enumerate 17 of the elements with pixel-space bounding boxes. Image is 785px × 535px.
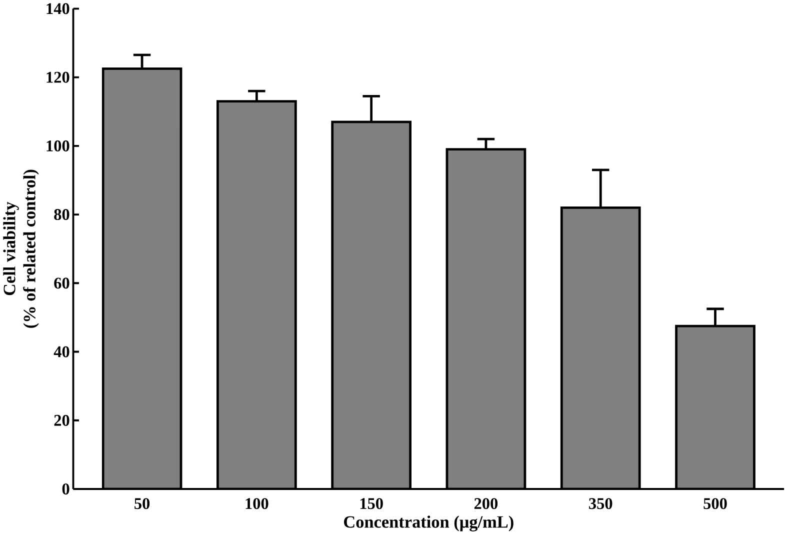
y-axis-title: Cell viability (% of related control): [3, 170, 39, 328]
x-tick-label: 100: [246, 498, 268, 510]
x-tick-label: 350: [589, 498, 612, 510]
y-tick-label: 60: [54, 278, 70, 289]
x-tick-label: 500: [704, 498, 727, 510]
bar: [675, 325, 756, 490]
y-tick-label: 80: [54, 209, 70, 220]
x-axis-title: Concentration (μg/mL): [344, 516, 514, 532]
x-tick-label: 50: [134, 498, 150, 510]
y-tick-label: 20: [54, 415, 70, 426]
y-tick-label: 0: [62, 484, 70, 495]
y-tick-label: 140: [46, 3, 70, 14]
y-tick-label: 120: [46, 72, 70, 83]
y-tick-label: 100: [46, 140, 70, 152]
y-tick-label: 40: [54, 346, 70, 358]
x-tick-label: 150: [360, 498, 383, 510]
x-tick-label: 200: [474, 498, 498, 510]
